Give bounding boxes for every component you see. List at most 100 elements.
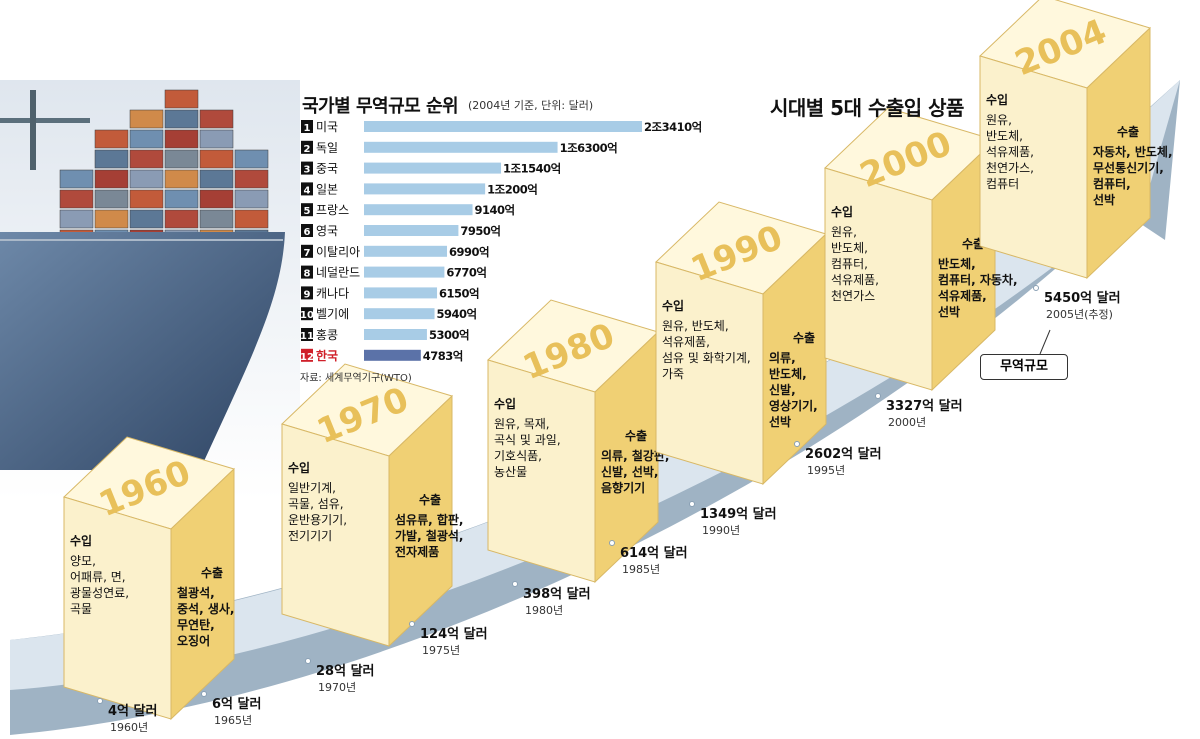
volume-value-2005: 5450억 달러 [1044, 290, 1121, 306]
timeline-point-2000 [875, 393, 881, 399]
container [164, 209, 199, 229]
country-label-2: 독일 [316, 141, 338, 155]
import-item-2004-4: 컴퓨터 [986, 177, 1019, 191]
timeline-point-2005 [1033, 285, 1039, 291]
bar-6 [364, 225, 459, 236]
container [129, 109, 164, 129]
export-item-2004-1: 무선통신기기, [1093, 160, 1164, 175]
country-label-4: 일본 [316, 182, 338, 196]
country-label-12: 한국 [316, 348, 338, 363]
volume-value-1975: 124억 달러 [420, 626, 488, 642]
country-label-9: 캐나다 [316, 286, 349, 300]
container [164, 169, 199, 189]
bar-value-label-8: 6770억 [446, 266, 486, 280]
container [59, 209, 94, 229]
volume-value-1990: 1349억 달러 [700, 506, 777, 522]
container [59, 189, 94, 209]
volume-value-1965: 6억 달러 [212, 696, 261, 712]
import-item-1980-2: 기호식품, [494, 449, 542, 463]
export-item-2004-0: 자동차, 반도체, [1093, 144, 1173, 159]
export-item-1970-2: 전자제품 [395, 544, 439, 559]
container [199, 209, 234, 229]
timeline-title: 시대별 5대 수출입 상품 [770, 96, 964, 120]
rank-badge-5 [301, 203, 313, 217]
container [129, 149, 164, 169]
import-item-1970-1: 곡물, 섬유, [288, 497, 344, 511]
container [199, 109, 234, 129]
import-item-2004-2: 석유제품, [986, 145, 1034, 159]
bar-value-label-1: 2조3410억 [644, 120, 702, 134]
container [234, 209, 269, 229]
container [164, 129, 199, 149]
bar-value-label-7: 6990억 [449, 245, 489, 259]
rank-badge-10 [301, 307, 313, 321]
volume-year-1990: 1990년 [702, 524, 740, 537]
country-label-6: 영국 [316, 224, 338, 238]
import-item-1990-1: 석유제품, [662, 335, 710, 349]
timeline-point-1990 [689, 501, 695, 507]
container [164, 149, 199, 169]
import-item-2000-0: 원유, [831, 225, 857, 239]
export-item-1970-1: 가발, 철광석, [395, 528, 464, 543]
volume-year-1995: 1995년 [807, 464, 845, 477]
rank-number-9: 9 [304, 289, 311, 300]
export-label-1970: 수출 [419, 492, 441, 507]
volume-value-1995: 2602억 달러 [805, 446, 882, 462]
import-item-1980-1: 곡식 및 과일, [494, 433, 561, 447]
export-item-1980-0: 의류, 철강판, [601, 448, 670, 463]
import-item-2004-1: 반도체, [986, 129, 1023, 143]
export-item-1970-0: 섬유류, 합판, [395, 512, 464, 527]
bar-7 [364, 245, 448, 257]
container [94, 129, 129, 149]
rank-number-5: 5 [304, 206, 311, 217]
volume-year-1975: 1975년 [422, 644, 460, 657]
container [129, 169, 164, 189]
import-label-2000: 수입 [831, 205, 853, 219]
rank-number-6: 6 [304, 227, 311, 238]
export-item-1960-3: 오징어 [177, 633, 210, 648]
country-label-1: 미국 [316, 120, 338, 134]
import-item-1980-3: 농산물 [494, 465, 527, 479]
import-item-1990-3: 가죽 [662, 367, 684, 381]
volume-year-1965: 1965년 [214, 714, 252, 727]
container [94, 169, 129, 189]
import-item-1960-3: 곡물 [70, 602, 92, 616]
volume-value-1985: 614억 달러 [620, 545, 688, 561]
import-item-1960-1: 어패류, 면, [70, 570, 126, 584]
export-label-1960: 수출 [201, 565, 223, 580]
bar-value-label-5: 9140억 [475, 203, 515, 217]
container [129, 209, 164, 229]
cube-side-2004 [1086, 26, 1151, 280]
container [94, 209, 129, 229]
rank-chart-subtitle: (2004년 기준, 단위: 달러) [468, 99, 594, 112]
export-label-1980: 수출 [625, 428, 647, 443]
bar-3 [364, 162, 502, 174]
legend-pointer [1039, 329, 1051, 355]
import-item-1960-2: 광물성연료, [70, 586, 129, 600]
export-item-1990-3: 영상기기, [769, 398, 818, 413]
rank-number-8: 8 [304, 269, 311, 280]
rank-badge-1 [301, 120, 313, 133]
export-item-1990-0: 의류, [769, 350, 796, 365]
country-label-3: 중국 [316, 162, 338, 176]
crane-beam [0, 118, 90, 123]
rank-chart-title: 국가별 무역규모 순위 [302, 96, 459, 117]
volume-year-2005: 2005년(추정) [1046, 308, 1113, 321]
container [94, 189, 129, 209]
rank-badge-3 [301, 161, 313, 175]
import-label-1980: 수입 [494, 397, 516, 411]
export-item-1960-1: 중석, 생사, [177, 601, 234, 616]
bar-5 [364, 204, 473, 216]
timeline-point-1960 [97, 698, 103, 704]
rank-chart-source: 자료: 세계무역기구(WTO) [300, 373, 412, 384]
export-item-1990-1: 반도체, [769, 366, 807, 381]
bar-value-label-3: 1조1540억 [503, 162, 561, 176]
